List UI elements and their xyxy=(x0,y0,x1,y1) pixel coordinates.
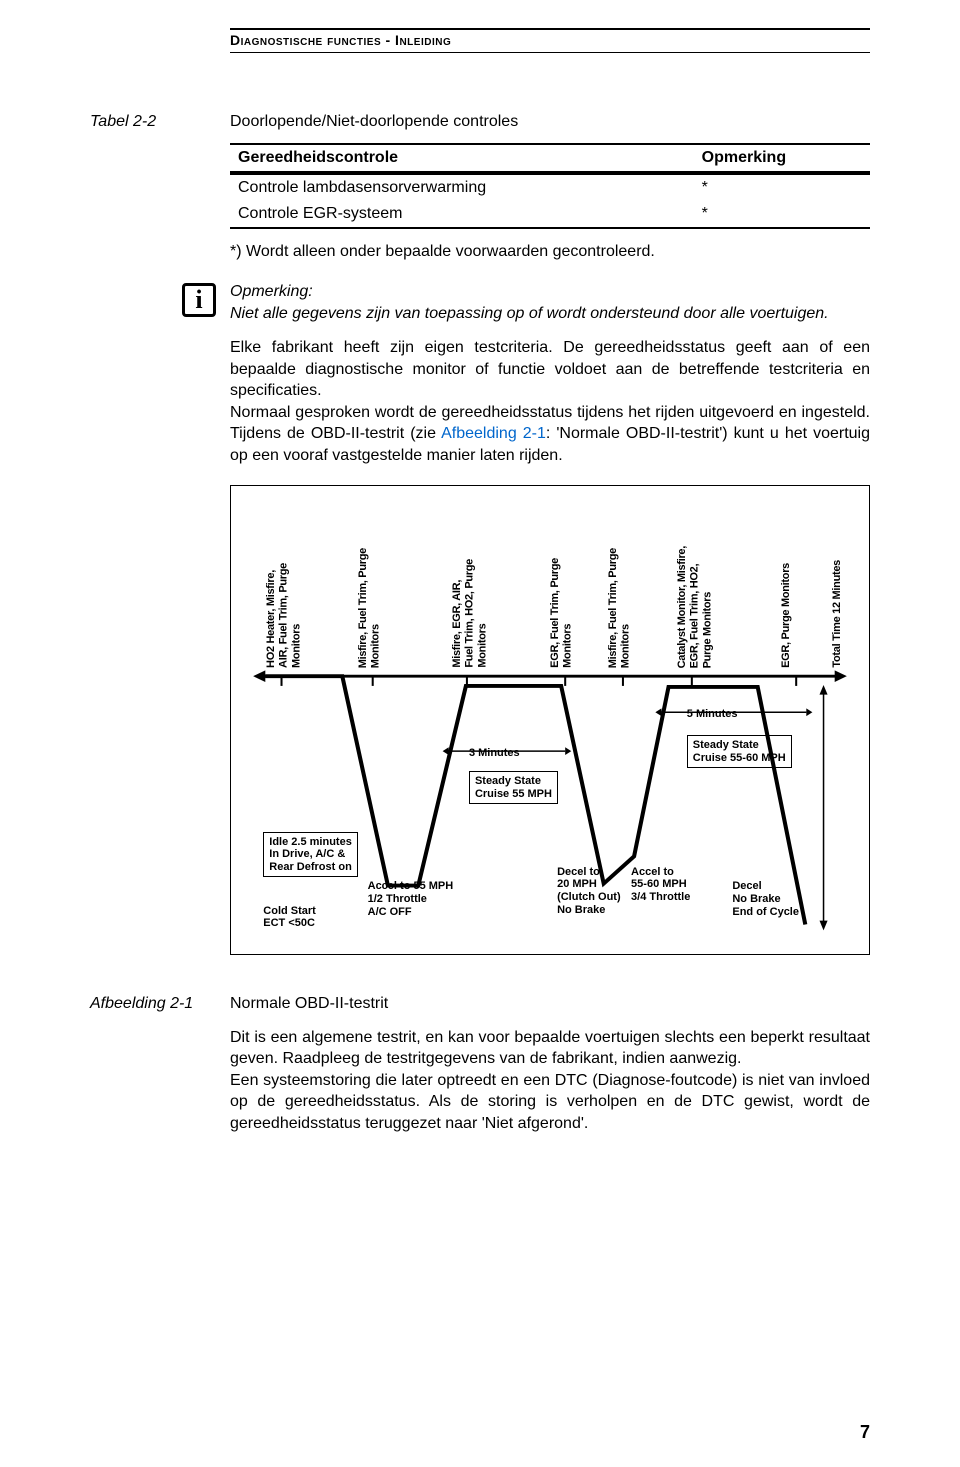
figure-annotation: Decel No Brake End of Cycle xyxy=(732,880,799,918)
figure-annotation: Idle 2.5 minutes In Drive, A/C & Rear De… xyxy=(263,832,358,878)
figure-caption-row: Afbeelding 2-1 Normale OBD-II-testrit xyxy=(90,995,870,1013)
figure-annotation: 5 Minutes xyxy=(687,708,738,721)
table-container: Gereedheidscontrole Opmerking Controle l… xyxy=(230,143,870,261)
figure-annotation: Accel to 55 MPH 1/2 Throttle A/C OFF xyxy=(368,880,454,918)
table-footnote: *) Wordt alleen onder bepaalde voorwaard… xyxy=(230,243,870,261)
page-number: 7 xyxy=(860,1422,870,1443)
figure-vertical-label: Misfire, Fuel Trim, Purge Monitors xyxy=(357,548,382,668)
figure-vertical-label: HO2 Heater, Misfire, AIR, Fuel Trim, Pur… xyxy=(265,563,303,668)
cross-reference-link[interactable]: Afbeelding 2-1 xyxy=(441,425,546,442)
figure-ref: Afbeelding 2-1 xyxy=(90,995,230,1013)
table-header-cell: Opmerking xyxy=(694,145,870,173)
paragraph: Dit is een algemene testrit, en kan voor… xyxy=(230,1027,870,1070)
figure-annotation: Steady State Cruise 55-60 MPH xyxy=(687,735,792,768)
paragraph: Een systeemstoring die later optreedt en… xyxy=(230,1070,870,1135)
figure-annotation: Cold Start ECT <50C xyxy=(263,905,316,930)
paragraph: Elke fabrikant heeft zijn eigen testcrit… xyxy=(230,337,870,402)
figure-title: Normale OBD-II-testrit xyxy=(230,995,870,1013)
table-row: Controle lambdasensorverwarming * xyxy=(230,175,870,202)
table-caption-row: Tabel 2-2 Doorlopende/Niet-doorlopende c… xyxy=(90,113,870,131)
info-body: Niet alle gegevens zijn van toepassing o… xyxy=(230,305,870,323)
table-cell: * xyxy=(694,175,870,202)
header-rule xyxy=(230,28,870,30)
info-heading: Opmerking: xyxy=(230,283,870,301)
figure-vertical-label: Misfire, EGR, AIR, Fuel Trim, HO2, Purge… xyxy=(451,559,489,668)
info-icon: i xyxy=(182,283,216,317)
header-rule xyxy=(230,52,870,53)
figure-annotation: Decel to 20 MPH (Clutch Out) No Brake xyxy=(557,866,621,917)
figure-obd-testrit: HO2 Heater, Misfire, AIR, Fuel Trim, Pur… xyxy=(230,485,870,955)
table-caption: Doorlopende/Niet-doorlopende controles xyxy=(230,113,870,131)
figure-vertical-label: Catalyst Monitor, Misfire, EGR, Fuel Tri… xyxy=(676,546,714,668)
table-cell: * xyxy=(694,201,870,227)
table-row-wrap: Gereedheidscontrole Opmerking Controle l… xyxy=(90,143,870,261)
table-cell: Controle EGR-systeem xyxy=(230,201,694,227)
bottom-text: Dit is een algemene testrit, en kan voor… xyxy=(230,1027,870,1135)
table-header-row: Gereedheidscontrole Opmerking xyxy=(230,145,870,173)
readiness-table: Gereedheidscontrole Opmerking Controle l… xyxy=(230,145,870,227)
table-header-cell: Gereedheidscontrole xyxy=(230,145,694,173)
table-ref: Tabel 2-2 xyxy=(90,113,230,131)
bottom-text-row: Dit is een algemene testrit, en kan voor… xyxy=(90,1027,870,1135)
figure-annotation: Steady State Cruise 55 MPH xyxy=(469,771,558,804)
table-cell: Controle lambdasensorverwarming xyxy=(230,175,694,202)
figure-annotation: Accel to 55-60 MPH 3/4 Throttle xyxy=(631,866,690,904)
paragraph: Normaal gesproken wordt de gereedheidsst… xyxy=(230,402,870,467)
table-bottom-rule xyxy=(230,227,870,229)
info-icon-wrap: i xyxy=(90,283,230,467)
page-header-title: Diagnostische functies - Inleiding xyxy=(230,32,870,52)
figure-vertical-label: Misfire, Fuel Trim, Purge Monitors xyxy=(607,548,632,668)
figure-vertical-label: EGR, Purge Monitors xyxy=(780,563,793,668)
table-row: Controle EGR-systeem * xyxy=(230,201,870,227)
page: Diagnostische functies - Inleiding Tabel… xyxy=(0,0,960,1467)
info-block: i Opmerking: Niet alle gegevens zijn van… xyxy=(90,283,870,467)
info-text: Opmerking: Niet alle gegevens zijn van t… xyxy=(230,283,870,467)
figure-vertical-label: Total Time 12 Minutes xyxy=(831,560,844,668)
figure-annotation: 3 Minutes xyxy=(469,747,520,760)
figure-vertical-label: EGR, Fuel Trim, Purge Monitors xyxy=(549,558,574,668)
